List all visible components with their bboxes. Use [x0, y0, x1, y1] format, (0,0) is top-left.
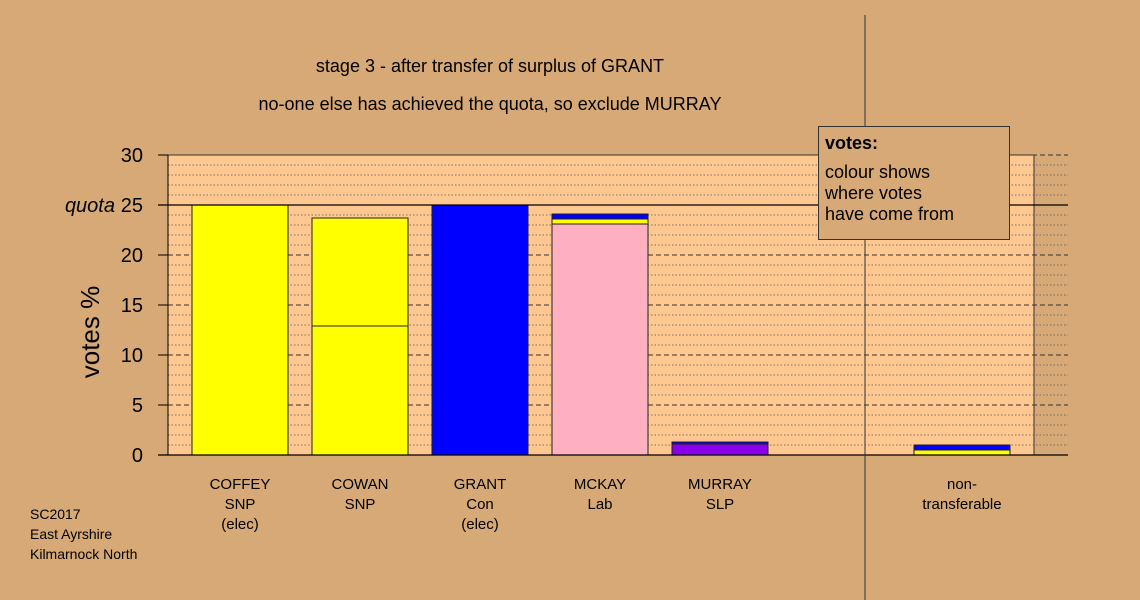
footer-election: SC2017 [30, 506, 81, 522]
x-tick-label: (elec) [221, 516, 259, 533]
bars [191, 204, 1011, 456]
x-tick-label: SNP [345, 496, 376, 513]
legend-line: have come from [825, 204, 955, 224]
x-tick-label: transferable [922, 496, 1001, 513]
x-tick-label: Lab [587, 496, 612, 513]
legend-line: colour shows [825, 162, 931, 182]
y-tick-label: 20 [121, 245, 143, 267]
bar-segment [191, 204, 289, 456]
x-tick-labels: COFFEY SNP (elec) COWAN SNP GRANT Con (elec) MCK… [210, 476, 1002, 533]
x-tick-label: SNP [225, 496, 256, 513]
bar-segment [431, 204, 529, 456]
bar-segment [551, 223, 649, 456]
x-tick-label: COFFEY [210, 476, 271, 493]
legend-title: votes: [825, 133, 879, 153]
bar-segment [311, 325, 409, 456]
x-tick-label: SLP [706, 496, 734, 513]
x-tick-label: GRANT [454, 476, 507, 493]
bar-segment [671, 441, 769, 445]
bar-segment [551, 218, 649, 225]
chart-subtitle: no-one else has achieved the quota, so e… [258, 94, 722, 114]
bar-segment [551, 213, 649, 220]
y-tick-labels: 0 5 10 15 20 25 30 [121, 145, 168, 467]
bar-segment [913, 444, 1011, 451]
quota-label: quota [65, 195, 115, 217]
y-tick-label: 30 [121, 145, 143, 167]
x-tick-label: non- [947, 476, 977, 493]
y-tick-label: 0 [132, 445, 143, 467]
bar-segment [671, 443, 769, 456]
y-tick-label: 25 [121, 195, 143, 217]
y-axis-label: votes % [75, 286, 105, 379]
x-tick-label: Con [466, 496, 494, 513]
y-tick-label: 15 [121, 295, 143, 317]
footer-ward: Kilmarnock North [30, 546, 138, 562]
x-tick-label: MCKAY [574, 476, 626, 493]
footer-council: East Ayrshire [30, 526, 113, 542]
bar-segment [913, 449, 1011, 456]
x-tick-label: COWAN [332, 476, 389, 493]
legend-line: where votes [825, 183, 923, 203]
x-tick-label: (elec) [461, 516, 499, 533]
bar-segment [311, 217, 409, 327]
chart-title: stage 3 - after transfer of surplus of G… [315, 56, 665, 76]
x-tick-label: MURRAY [688, 476, 752, 493]
legend-box: votes: colour shows where votes have com… [818, 126, 1010, 240]
y-tick-label: 10 [121, 345, 143, 367]
y-tick-label: 5 [132, 395, 143, 417]
